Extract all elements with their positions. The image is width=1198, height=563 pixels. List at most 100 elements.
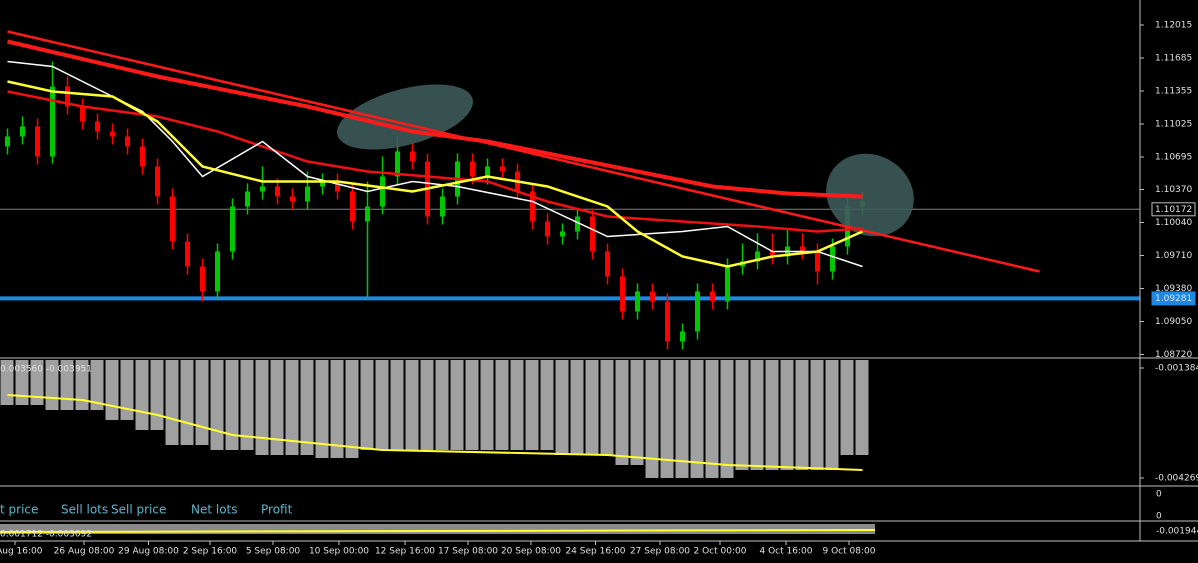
candle-body <box>125 136 130 147</box>
histogram-bar <box>450 360 464 451</box>
histogram-bar <box>480 360 494 451</box>
candle-body <box>650 291 655 302</box>
indicator-label: 0.001712 -0.003092 <box>0 530 92 540</box>
candle-body <box>245 191 250 207</box>
y-tick-label: 1.09380 <box>1155 284 1192 294</box>
candle-body <box>680 331 685 342</box>
histogram-bar <box>225 360 239 451</box>
candle-body <box>185 241 190 267</box>
indicator-label: 0.003560 -0.003951 <box>0 365 92 375</box>
candle-body <box>380 176 385 207</box>
y-tick-label: 1.10040 <box>1155 218 1192 228</box>
candle-body <box>290 196 295 202</box>
histogram-bar <box>375 360 389 451</box>
column-header: Net lots <box>191 503 238 517</box>
candle-body <box>140 146 145 167</box>
x-tick-label: 20 Sep 08:00 <box>501 547 561 557</box>
histogram-bar <box>180 360 194 446</box>
candle-body <box>65 86 70 107</box>
histogram-bar <box>735 360 749 470</box>
column-header: t price <box>0 503 38 517</box>
histogram-bar <box>690 360 704 478</box>
candle-body <box>470 161 475 177</box>
histogram-bar <box>270 360 284 455</box>
x-tick-label: 17 Sep 08:00 <box>438 547 498 557</box>
candle-body <box>230 206 235 252</box>
candle-body <box>440 196 445 217</box>
price-chart: 1.12015 1.11685 1.11355 1.11025 1.10695 1.103… <box>0 21 1196 360</box>
histogram-bar <box>30 360 44 405</box>
x-tick-label: 2 Sep 16:00 <box>183 547 238 557</box>
histogram-bar <box>825 360 839 470</box>
candle-body <box>830 246 835 272</box>
histogram-bar <box>855 360 869 455</box>
candle-body <box>620 276 625 312</box>
candle-body <box>710 291 715 302</box>
candle-body <box>275 186 280 197</box>
candle-body <box>50 86 55 157</box>
histogram-bar <box>630 360 644 465</box>
axis-label: 0 <box>1156 490 1162 500</box>
histogram-bar <box>510 360 524 451</box>
candle-body <box>110 131 115 137</box>
candle-body <box>410 151 415 162</box>
x-tick-label: 12 Sep 16:00 <box>375 547 435 557</box>
histogram-bar <box>780 360 794 470</box>
highlight <box>826 153 914 237</box>
y-tick-label: 1.10695 <box>1155 153 1192 163</box>
candle-body <box>665 301 670 342</box>
candle-body <box>755 251 760 262</box>
candle-body <box>80 106 85 122</box>
candle-body <box>95 121 100 132</box>
histogram-bar <box>255 360 269 455</box>
candle-body <box>200 266 205 292</box>
histogram-bar <box>810 360 824 470</box>
signal-strip <box>0 529 876 533</box>
candle-body <box>170 196 175 242</box>
candle-body <box>155 166 160 197</box>
histogram-bar <box>0 360 14 405</box>
x-tick-label: 29 Aug 08:00 <box>118 547 179 557</box>
candle-body <box>320 181 325 187</box>
candle-body <box>815 251 820 272</box>
histogram-bar <box>555 360 569 455</box>
candle-body <box>215 251 220 292</box>
histogram-bar <box>330 360 344 459</box>
x-tick-label: 27 Sep 08:00 <box>630 547 690 557</box>
y-tick-label: 1.11355 <box>1155 87 1192 97</box>
indicator-line <box>7 90 863 233</box>
y-tick-label: 1.12015 <box>1155 21 1192 31</box>
candle-body <box>545 221 550 237</box>
candle-body <box>35 126 40 157</box>
candle-body <box>485 166 490 177</box>
candle-body <box>590 216 595 252</box>
histogram-bar <box>135 360 149 430</box>
histogram-bar <box>840 360 854 455</box>
candle-body <box>800 246 805 252</box>
y-tick-label: -0.004269 <box>1155 473 1198 483</box>
histogram-bar <box>525 360 539 451</box>
histogram-bar <box>660 360 674 478</box>
x-tick-label: 4 Oct 16:00 <box>760 547 813 557</box>
histogram-bar <box>720 360 734 478</box>
candle-body <box>635 291 640 312</box>
histogram-bar <box>240 360 254 451</box>
axis-label: -0.001944 <box>1156 527 1198 537</box>
histogram-bar <box>765 360 779 470</box>
histogram-bar <box>315 360 329 459</box>
histogram-bar <box>90 360 104 411</box>
axis-label: 0 <box>1156 512 1162 522</box>
y-tick-label: 1.11685 <box>1155 54 1192 64</box>
histogram-bar <box>540 360 554 451</box>
histogram-bar <box>390 360 404 451</box>
price-label-box <box>1151 291 1196 306</box>
candle-body <box>20 126 25 137</box>
histogram-bar <box>60 360 74 411</box>
histogram-bar <box>345 360 359 459</box>
histogram-bar <box>300 360 314 455</box>
x-tick-label: 1 Aug 16:00 <box>0 547 43 557</box>
histogram-bar <box>360 360 374 451</box>
candle-body <box>500 166 505 172</box>
